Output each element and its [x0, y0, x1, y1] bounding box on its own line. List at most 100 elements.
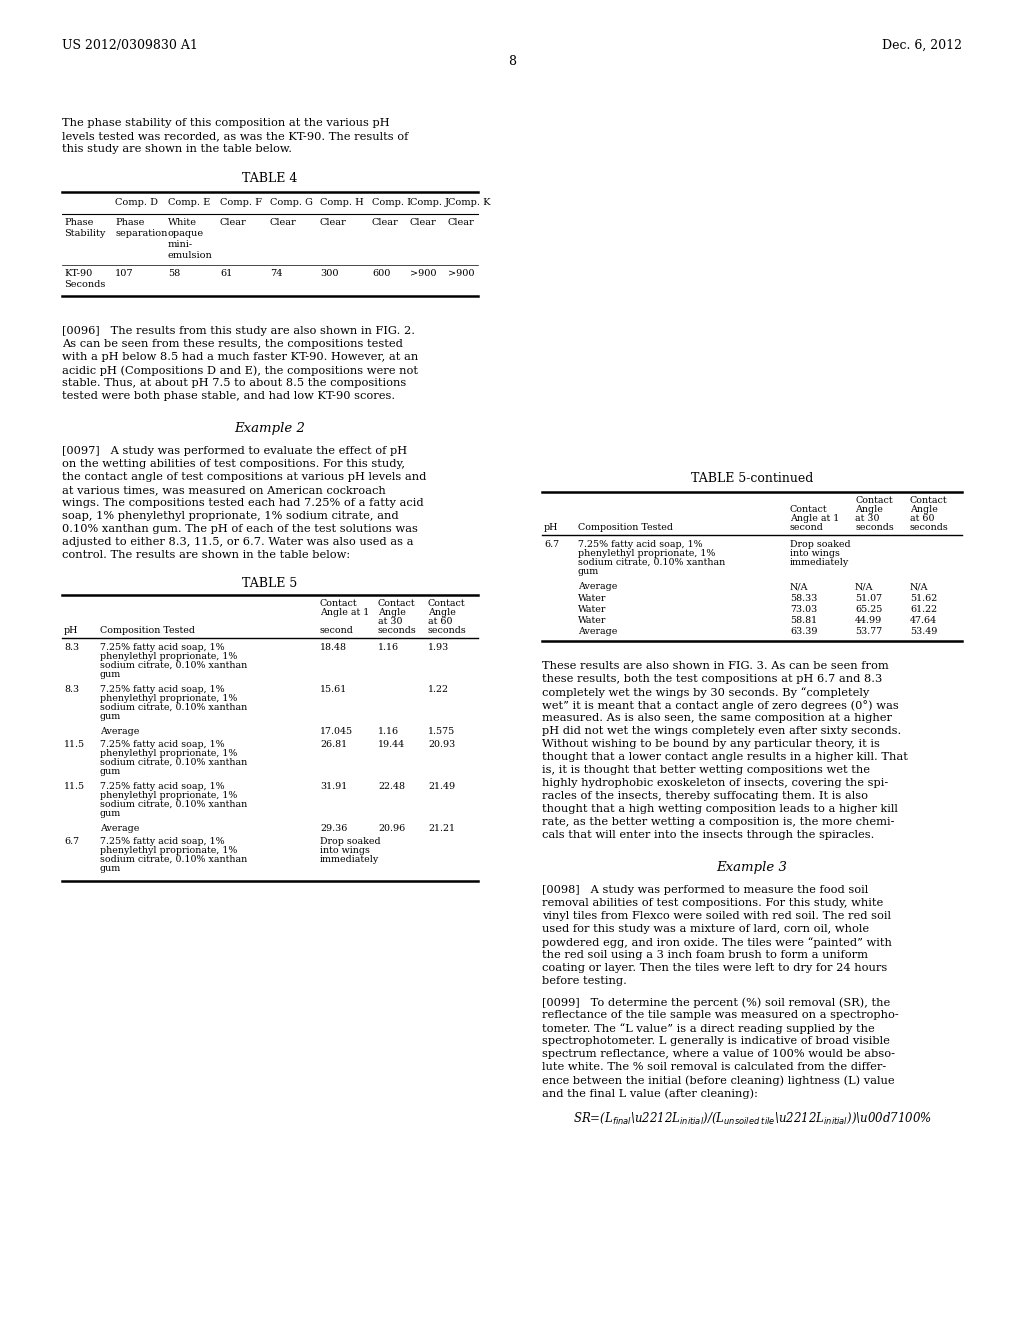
Text: opaque: opaque — [168, 228, 204, 238]
Text: 1.16: 1.16 — [378, 643, 399, 652]
Text: is, it is thought that better wetting compositions wet the: is, it is thought that better wetting co… — [542, 766, 870, 775]
Text: separation: separation — [115, 228, 167, 238]
Text: gum: gum — [578, 568, 599, 576]
Text: reflectance of the tile sample was measured on a spectropho-: reflectance of the tile sample was measu… — [542, 1010, 899, 1020]
Text: Contact: Contact — [319, 599, 357, 609]
Text: at 60: at 60 — [910, 513, 935, 523]
Text: 15.61: 15.61 — [319, 685, 347, 694]
Text: Clear: Clear — [270, 218, 297, 227]
Text: 47.64: 47.64 — [910, 616, 937, 624]
Text: Comp. J: Comp. J — [410, 198, 450, 207]
Text: Average: Average — [578, 582, 617, 591]
Text: sodium citrate, 0.10% xanthan: sodium citrate, 0.10% xanthan — [100, 855, 247, 865]
Text: 58: 58 — [168, 269, 180, 279]
Text: 61: 61 — [220, 269, 232, 279]
Text: Without wishing to be bound by any particular theory, it is: Without wishing to be bound by any parti… — [542, 739, 880, 748]
Text: at various times, was measured on American cockroach: at various times, was measured on Americ… — [62, 484, 386, 495]
Text: mini-: mini- — [168, 240, 194, 249]
Text: seconds: seconds — [910, 523, 949, 532]
Text: Comp. E: Comp. E — [168, 198, 210, 207]
Text: gum: gum — [100, 809, 121, 818]
Text: soap, 1% phenylethyl proprionate, 1% sodium citrate, and: soap, 1% phenylethyl proprionate, 1% sod… — [62, 511, 398, 521]
Text: Angle: Angle — [855, 506, 883, 513]
Text: at 30: at 30 — [378, 616, 402, 626]
Text: N/A: N/A — [790, 582, 809, 591]
Text: Average: Average — [100, 824, 139, 833]
Text: tested were both phase stable, and had low KT-90 scores.: tested were both phase stable, and had l… — [62, 391, 395, 401]
Text: immediately: immediately — [790, 558, 849, 568]
Text: 61.22: 61.22 — [910, 605, 937, 614]
Text: KT-90: KT-90 — [63, 269, 92, 279]
Text: wings. The compositions tested each had 7.25% of a fatty acid: wings. The compositions tested each had … — [62, 498, 424, 508]
Text: TABLE 4: TABLE 4 — [243, 172, 298, 185]
Text: 21.21: 21.21 — [428, 824, 455, 833]
Text: 20.93: 20.93 — [428, 741, 456, 748]
Text: 19.44: 19.44 — [378, 741, 406, 748]
Text: Angle: Angle — [428, 609, 456, 616]
Text: phenylethyl proprionate, 1%: phenylethyl proprionate, 1% — [100, 791, 238, 800]
Text: 17.045: 17.045 — [319, 727, 353, 737]
Text: Angle: Angle — [910, 506, 938, 513]
Text: phenylethyl proprionate, 1%: phenylethyl proprionate, 1% — [578, 549, 716, 558]
Text: vinyl tiles from Flexco were soiled with red soil. The red soil: vinyl tiles from Flexco were soiled with… — [542, 911, 891, 921]
Text: second: second — [790, 523, 824, 532]
Text: 53.77: 53.77 — [855, 627, 883, 636]
Text: TABLE 5: TABLE 5 — [243, 577, 298, 590]
Text: Comp. D: Comp. D — [115, 198, 158, 207]
Text: Clear: Clear — [410, 218, 437, 227]
Text: Stability: Stability — [63, 228, 105, 238]
Text: Contact: Contact — [378, 599, 416, 609]
Text: with a pH below 8.5 had a much faster KT-90. However, at an: with a pH below 8.5 had a much faster KT… — [62, 352, 418, 362]
Text: 1.22: 1.22 — [428, 685, 449, 694]
Text: 58.33: 58.33 — [790, 594, 817, 603]
Text: Seconds: Seconds — [63, 280, 105, 289]
Text: on the wetting abilities of test compositions. For this study,: on the wetting abilities of test composi… — [62, 459, 406, 469]
Text: 51.07: 51.07 — [855, 594, 882, 603]
Text: Example 2: Example 2 — [234, 422, 305, 436]
Text: Dec. 6, 2012: Dec. 6, 2012 — [882, 40, 962, 51]
Text: Clear: Clear — [319, 218, 347, 227]
Text: spectrophotometer. L generally is indicative of broad visible: spectrophotometer. L generally is indica… — [542, 1036, 890, 1045]
Text: 107: 107 — [115, 269, 133, 279]
Text: 58.81: 58.81 — [790, 616, 817, 624]
Text: thought that a lower contact angle results in a higher kill. That: thought that a lower contact angle resul… — [542, 752, 908, 762]
Text: spectrum reflectance, where a value of 100% would be abso-: spectrum reflectance, where a value of 1… — [542, 1049, 895, 1059]
Text: These results are also shown in FIG. 3. As can be seen from: These results are also shown in FIG. 3. … — [542, 661, 889, 671]
Text: seconds: seconds — [428, 626, 467, 635]
Text: sodium citrate, 0.10% xanthan: sodium citrate, 0.10% xanthan — [100, 704, 247, 711]
Text: pH: pH — [63, 626, 79, 635]
Text: emulsion: emulsion — [168, 251, 213, 260]
Text: phenylethyl proprionate, 1%: phenylethyl proprionate, 1% — [100, 846, 238, 855]
Text: immediately: immediately — [319, 855, 379, 865]
Text: gum: gum — [100, 767, 121, 776]
Text: 8.3: 8.3 — [63, 685, 79, 694]
Text: 1.575: 1.575 — [428, 727, 456, 737]
Text: tometer. The “L value” is a direct reading supplied by the: tometer. The “L value” is a direct readi… — [542, 1023, 874, 1034]
Text: sodium citrate, 0.10% xanthan: sodium citrate, 0.10% xanthan — [578, 558, 725, 568]
Text: 31.91: 31.91 — [319, 781, 347, 791]
Text: 22.48: 22.48 — [378, 781, 406, 791]
Text: 29.36: 29.36 — [319, 824, 347, 833]
Text: these results, both the test compositions at pH 6.7 and 8.3: these results, both the test composition… — [542, 675, 883, 684]
Text: 51.62: 51.62 — [910, 594, 937, 603]
Text: Comp. I: Comp. I — [372, 198, 411, 207]
Text: second: second — [319, 626, 354, 635]
Text: seconds: seconds — [378, 626, 417, 635]
Text: Water: Water — [578, 616, 606, 624]
Text: >900: >900 — [449, 269, 474, 279]
Text: 600: 600 — [372, 269, 390, 279]
Text: [0096]   The results from this study are also shown in FIG. 2.: [0096] The results from this study are a… — [62, 326, 415, 337]
Text: Phase: Phase — [115, 218, 144, 227]
Text: TABLE 5-continued: TABLE 5-continued — [691, 473, 813, 484]
Text: 7.25% fatty acid soap, 1%: 7.25% fatty acid soap, 1% — [578, 540, 702, 549]
Text: Comp. G: Comp. G — [270, 198, 313, 207]
Text: pH did not wet the wings completely even after sixty seconds.: pH did not wet the wings completely even… — [542, 726, 901, 737]
Text: wet” it is meant that a contact angle of zero degrees (0°) was: wet” it is meant that a contact angle of… — [542, 700, 899, 711]
Text: Drop soaked: Drop soaked — [790, 540, 851, 549]
Text: US 2012/0309830 A1: US 2012/0309830 A1 — [62, 40, 198, 51]
Text: levels tested was recorded, as was the KT-90. The results of: levels tested was recorded, as was the K… — [62, 131, 409, 141]
Text: Phase: Phase — [63, 218, 93, 227]
Text: measured. As is also seen, the same composition at a higher: measured. As is also seen, the same comp… — [542, 713, 892, 723]
Text: Composition Tested: Composition Tested — [578, 523, 673, 532]
Text: Clear: Clear — [372, 218, 398, 227]
